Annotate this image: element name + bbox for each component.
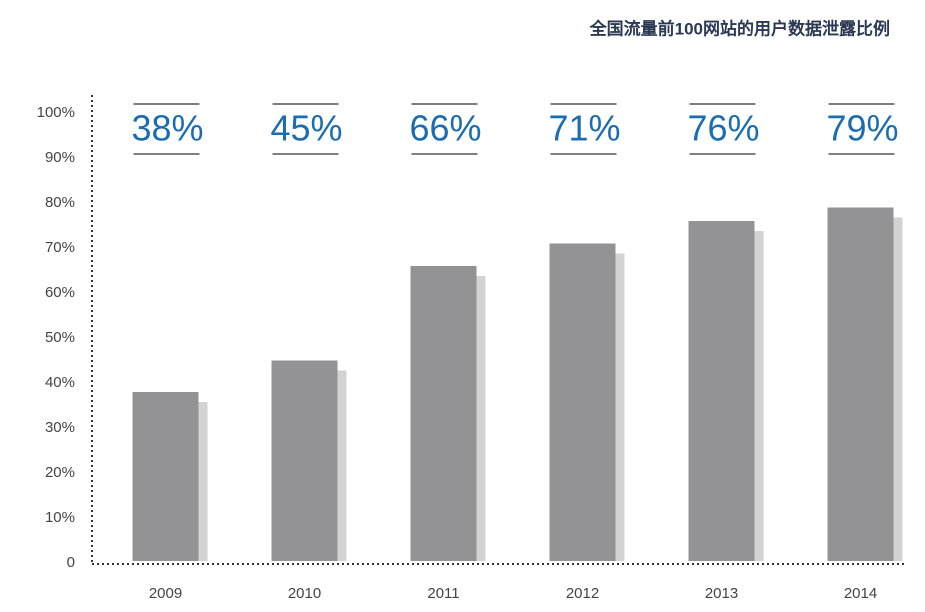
x-tick-label: 2013 bbox=[705, 585, 738, 602]
y-tick-label: 60% bbox=[45, 284, 75, 301]
y-tick-label: 70% bbox=[45, 239, 75, 256]
y-tick-label: 10% bbox=[45, 509, 75, 526]
value-label: 66% bbox=[409, 108, 481, 149]
y-tick-label: 30% bbox=[45, 419, 75, 436]
y-tick-label: 50% bbox=[45, 329, 75, 346]
bar bbox=[827, 207, 894, 561]
y-tick-label: 40% bbox=[45, 374, 75, 391]
value-label: 79% bbox=[826, 108, 898, 149]
bar bbox=[549, 243, 616, 561]
y-tick-label: 80% bbox=[45, 194, 75, 211]
x-tick-label: 2012 bbox=[566, 585, 599, 602]
y-tick-label: 90% bbox=[45, 149, 75, 166]
x-tick-label: 2009 bbox=[149, 585, 182, 602]
y-tick-label: 100% bbox=[37, 104, 75, 121]
bar bbox=[688, 221, 755, 561]
x-tick-label: 2011 bbox=[427, 585, 459, 602]
value-label: 76% bbox=[687, 108, 759, 149]
bar bbox=[271, 360, 338, 561]
value-label: 45% bbox=[270, 108, 342, 149]
y-tick-label: 20% bbox=[45, 464, 75, 481]
chart-title: 全国流量前100网站的用户数据泄露比例 bbox=[589, 18, 890, 38]
value-label: 71% bbox=[548, 108, 620, 149]
y-tick-label: 0 bbox=[67, 554, 75, 571]
value-label: 38% bbox=[131, 108, 203, 149]
x-tick-label: 2014 bbox=[844, 585, 877, 602]
bar bbox=[132, 392, 199, 561]
bar bbox=[410, 266, 477, 561]
x-tick-label: 2010 bbox=[288, 585, 321, 602]
